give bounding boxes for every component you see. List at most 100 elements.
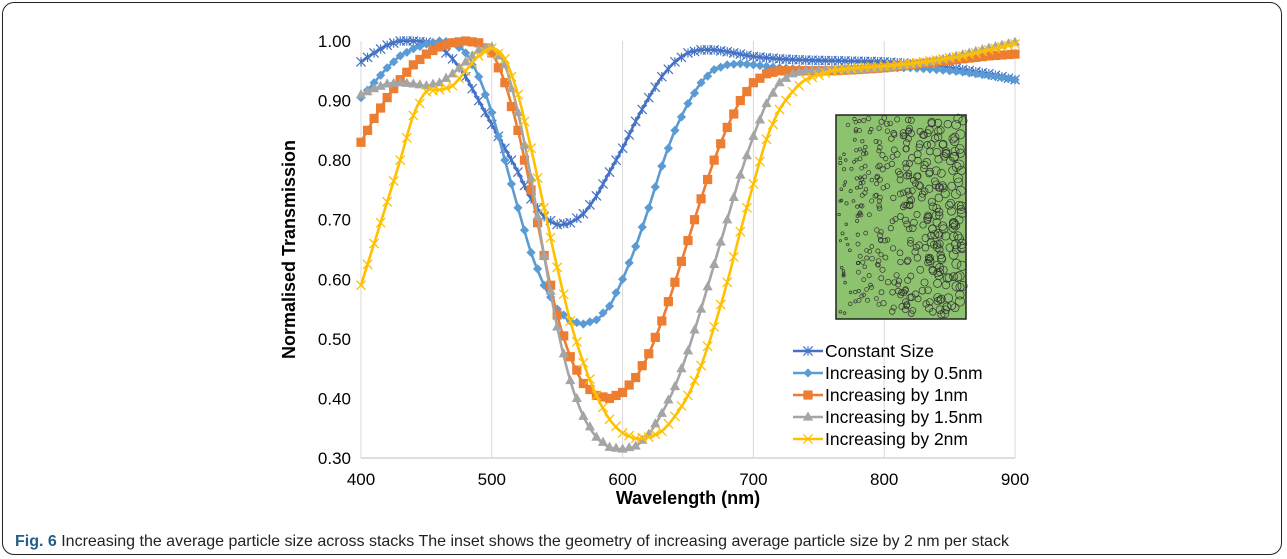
inset-particle (859, 293, 865, 299)
data-point (630, 440, 641, 450)
inset-particle (878, 229, 884, 235)
inset-particle (890, 194, 897, 202)
inset-particle (838, 161, 843, 165)
data-point (630, 116, 641, 127)
inset-particle (932, 261, 941, 270)
inset-particle (920, 160, 929, 169)
data-point (977, 46, 988, 57)
data-point (382, 196, 393, 207)
inset-particle (935, 245, 944, 254)
data-point (990, 50, 1000, 61)
data-point (558, 348, 569, 358)
inset-particle (925, 184, 934, 193)
inset-particle (942, 273, 953, 283)
data-point (414, 79, 425, 89)
inset-particle (878, 238, 884, 244)
inset-particle (844, 201, 849, 206)
inset-particle (868, 127, 874, 132)
data-point (781, 66, 791, 76)
data-point (983, 44, 994, 55)
data-point (748, 60, 758, 70)
inset-particle (864, 255, 870, 261)
inset-particle (898, 289, 905, 296)
inset-particle (956, 238, 968, 249)
inset-particle (956, 242, 967, 252)
inset-particle (923, 141, 931, 149)
inset-particle (884, 183, 890, 189)
inset-particle (877, 232, 884, 239)
inset-particle (892, 216, 899, 223)
data-point (382, 63, 392, 73)
inset-particle (838, 156, 842, 161)
inset-particle (867, 129, 873, 135)
inset-particle (844, 222, 849, 227)
series-layer (355, 35, 1021, 453)
inset-particle (941, 305, 950, 314)
inset-particle (910, 218, 918, 227)
inset-particle (839, 198, 844, 203)
inset-particle (955, 185, 966, 196)
inset-particle (878, 118, 885, 125)
inset-particle (876, 205, 883, 212)
data-point (958, 67, 968, 77)
data-point (650, 418, 661, 428)
inset-particle (861, 292, 866, 297)
inset-particle (955, 144, 965, 154)
data-point (382, 92, 392, 103)
data-point (774, 66, 785, 76)
data-point (500, 155, 510, 165)
inset-particle (902, 160, 909, 167)
data-point (741, 150, 752, 160)
data-point (728, 251, 739, 263)
inset-particle (838, 239, 842, 243)
data-point (369, 78, 379, 88)
data-point (376, 103, 386, 113)
data-point (375, 80, 386, 90)
inset-particle (954, 296, 965, 307)
x-tick-label: 600 (608, 470, 636, 489)
data-point (624, 258, 634, 268)
data-point (742, 87, 752, 97)
inset-particle (858, 175, 863, 180)
inset-particle (864, 287, 869, 292)
data-point (369, 238, 380, 249)
inset-particle (906, 124, 913, 132)
data-point (702, 341, 713, 352)
data-point (421, 39, 431, 49)
inset-particle (906, 202, 914, 210)
inset-particle (893, 272, 900, 279)
data-point (689, 215, 700, 225)
inset-particle (937, 254, 947, 264)
inset-particle (884, 278, 892, 286)
data-point (611, 288, 621, 298)
data-point (611, 390, 621, 401)
inset-particle (925, 256, 935, 266)
data-point (389, 57, 399, 67)
data-point (578, 319, 588, 329)
data-point (742, 59, 752, 69)
inset-particle (858, 212, 864, 218)
y-axis-title: Normalised Transmission (279, 140, 299, 359)
data-point (802, 345, 814, 357)
inset-particle (848, 301, 853, 307)
inset-particle (882, 254, 889, 261)
data-point (610, 442, 622, 452)
inset-particle (954, 159, 965, 170)
data-point (709, 64, 719, 75)
data-point (454, 37, 464, 47)
inset-particle (874, 227, 880, 233)
inset-particle (889, 218, 896, 225)
data-point (617, 143, 628, 154)
inset-particle (863, 187, 869, 192)
inset-particle (951, 245, 961, 255)
inset-particle (948, 249, 959, 260)
data-point (761, 134, 772, 145)
inset-particle (890, 146, 898, 154)
data-point (598, 392, 608, 402)
inset-particle (899, 129, 907, 137)
data-point (604, 393, 615, 404)
inset-particle (933, 293, 943, 302)
inset-particle (838, 309, 843, 314)
data-point (519, 225, 530, 235)
